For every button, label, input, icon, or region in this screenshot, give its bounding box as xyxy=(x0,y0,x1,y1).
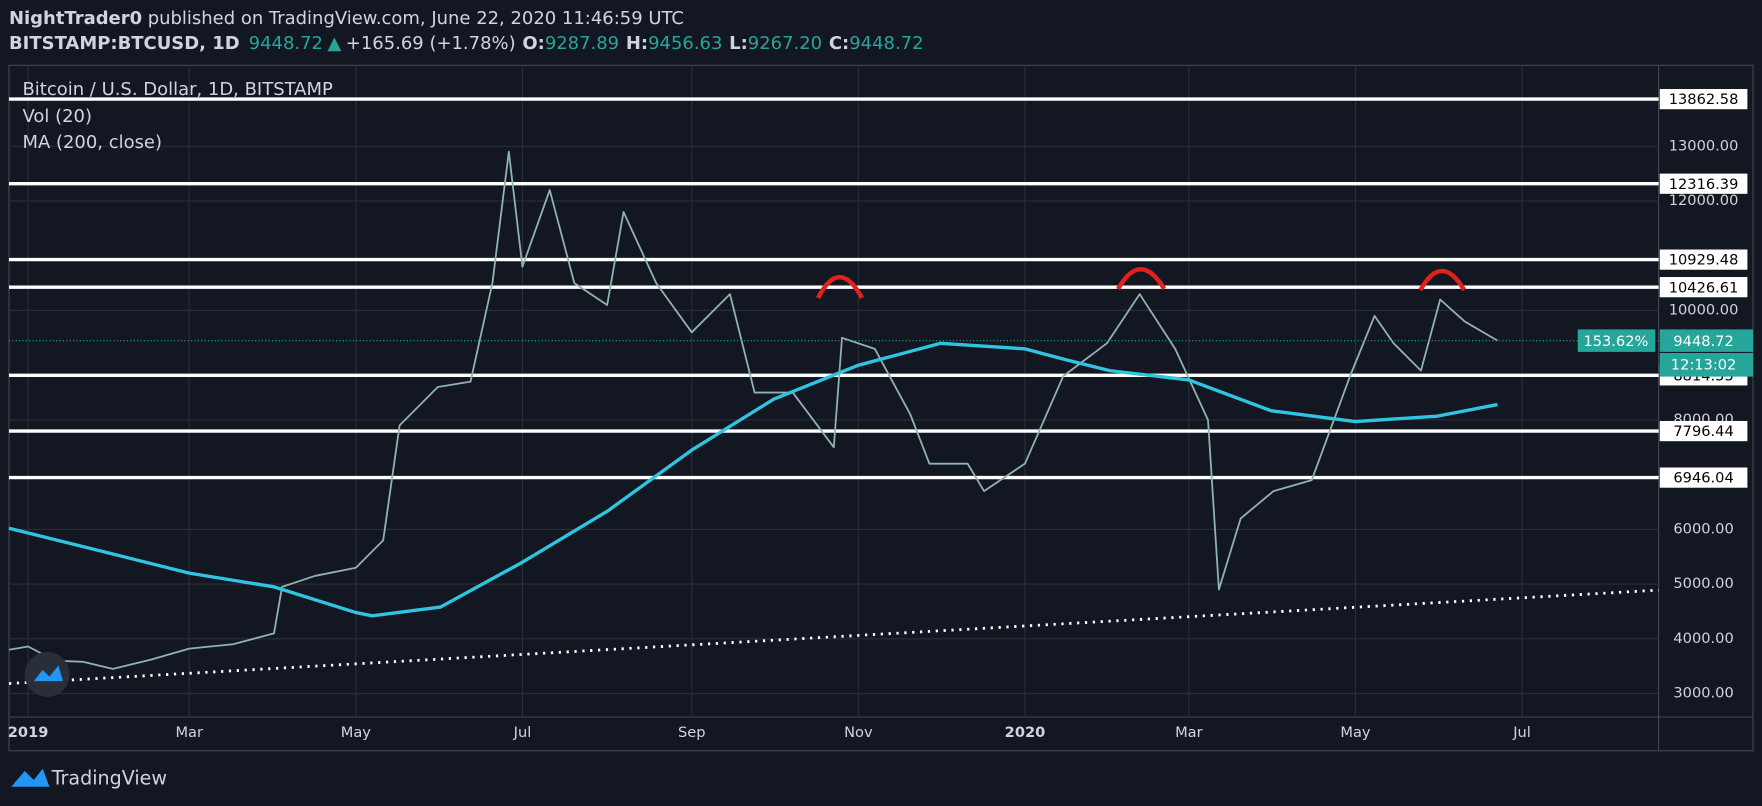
y-tick-label: 10000.00 xyxy=(1669,301,1739,318)
published: published on TradingView.com, June 22, 2… xyxy=(148,8,684,29)
header-line-2: BITSTAMP:BTCUSD, 1D 9448.72 ▲ +165.69 (+1.7… xyxy=(9,33,924,54)
c-label: C: xyxy=(829,33,849,54)
level-label-box xyxy=(1659,277,1748,298)
h-label: H: xyxy=(626,33,648,54)
x-tick-label: Sep xyxy=(678,724,706,741)
x-tick-label: 2020 xyxy=(1005,724,1046,741)
c: 9448.72 xyxy=(849,33,923,54)
symbol: BITSTAMP:BTCUSD, 1D xyxy=(9,33,240,54)
change: +165.69 (+1.78%) xyxy=(346,33,516,54)
level-label: 10426.61 xyxy=(1669,279,1739,296)
countdown: 12:13:02 xyxy=(1671,356,1737,373)
y-tick-label: 3000.00 xyxy=(1673,685,1733,702)
ma-legend: MA (200, close) xyxy=(22,132,162,153)
brand: TradingView xyxy=(51,766,167,789)
plot xyxy=(8,65,1659,718)
x-tick-label: 2019 xyxy=(8,724,49,741)
x-tick-label: Mar xyxy=(175,724,203,741)
level-label: 13862.58 xyxy=(1669,91,1739,108)
ma-line xyxy=(8,341,1498,618)
x-tick-label: Nov xyxy=(844,724,873,741)
h: 9456.63 xyxy=(648,33,722,54)
l: 9267.20 xyxy=(748,33,822,54)
level-label: 7796.44 xyxy=(1673,423,1733,440)
arrow: ▲ xyxy=(327,33,341,54)
volume-legend: Vol (20) xyxy=(22,106,91,127)
trendline xyxy=(8,588,1659,685)
arc xyxy=(816,275,864,300)
arc xyxy=(1116,267,1167,291)
last-price-box xyxy=(1659,329,1754,352)
last: 9448.72 xyxy=(249,33,323,54)
watermark-icon xyxy=(33,665,63,682)
y-tick-label: 4000.00 xyxy=(1673,630,1733,647)
x-tick-label: Jul xyxy=(1512,724,1531,741)
series-legend: Bitcoin / U.S. Dollar, 1D, BITSTAMP xyxy=(22,79,333,100)
countdown-box xyxy=(1659,353,1754,377)
annotations xyxy=(816,267,1467,300)
author: NightTrader0 xyxy=(9,8,142,29)
header-line-1: NightTrader0 published on TradingView.com… xyxy=(9,8,684,29)
x-tick-label: May xyxy=(1340,724,1371,741)
o: 9287.89 xyxy=(545,33,619,54)
level-label-box xyxy=(1659,88,1748,110)
y-tick-label: 5000.00 xyxy=(1673,575,1733,592)
last-change-box xyxy=(1577,329,1656,352)
level-label-box xyxy=(1659,173,1748,194)
y-tick-label: 13000.00 xyxy=(1669,137,1739,154)
arc xyxy=(1418,268,1467,292)
x-tick-label: May xyxy=(341,724,372,741)
o-label: O: xyxy=(522,33,544,54)
level-label: 6946.04 xyxy=(1673,470,1733,487)
price-line xyxy=(8,150,1498,670)
level-label-box xyxy=(1659,420,1748,442)
brand-logo xyxy=(11,768,50,787)
last-change: 153.62% xyxy=(1583,333,1648,350)
l-label: L: xyxy=(729,33,748,54)
frame xyxy=(8,64,1754,752)
level-label-box xyxy=(1659,249,1748,270)
y-tick-label: 12000.00 xyxy=(1669,192,1739,209)
level-label-box xyxy=(1659,467,1748,488)
level-label: 12316.39 xyxy=(1669,176,1739,193)
y-tick-label: 6000.00 xyxy=(1673,520,1733,537)
level-label: 10929.48 xyxy=(1669,252,1739,269)
x-tick-label: Mar xyxy=(1175,724,1203,741)
last-price: 9448.72 xyxy=(1673,333,1733,350)
x-tick-label: Jul xyxy=(513,724,532,741)
